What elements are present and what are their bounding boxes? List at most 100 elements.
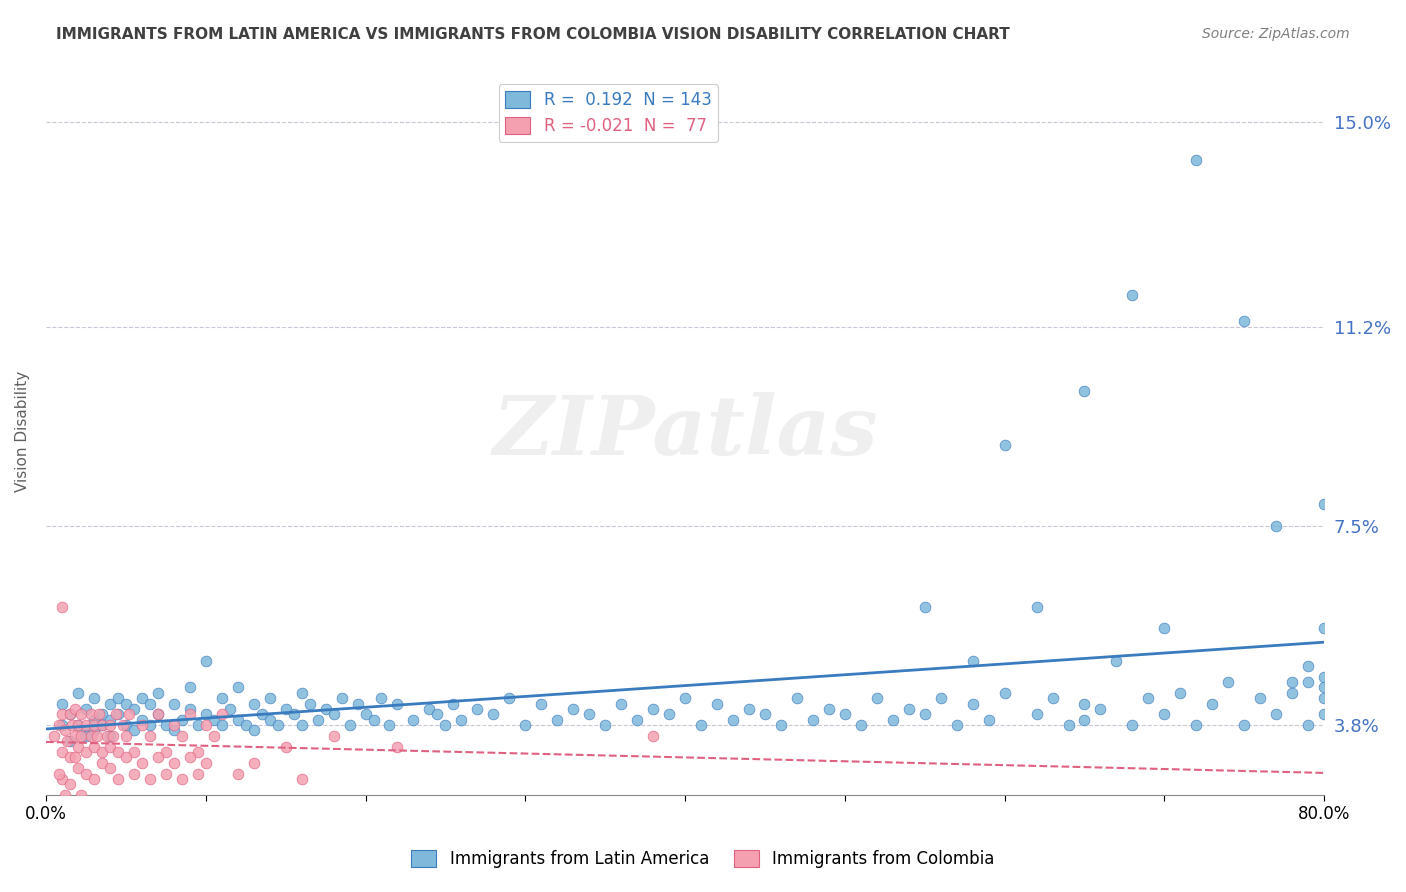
- Point: [98, 718, 121, 732]
- Y-axis label: Vision Disability: Vision Disability: [15, 371, 30, 492]
- Point: [1073, 713, 1095, 727]
- Point: [63, 729, 86, 743]
- Point: [593, 718, 616, 732]
- Point: [139, 697, 162, 711]
- Point: [530, 697, 553, 711]
- Point: [194, 718, 217, 732]
- Point: [51, 599, 73, 614]
- Point: [370, 691, 392, 706]
- Point: [658, 707, 681, 722]
- Point: [48, 718, 70, 732]
- Point: [610, 697, 633, 711]
- Point: [170, 772, 193, 786]
- Point: [98, 713, 121, 727]
- Point: [515, 718, 537, 732]
- Point: [387, 739, 409, 754]
- Text: ZIPatlas: ZIPatlas: [492, 392, 877, 472]
- Point: [434, 718, 457, 732]
- Point: [187, 766, 209, 780]
- Point: [235, 718, 257, 732]
- Point: [202, 713, 225, 727]
- Point: [59, 750, 82, 764]
- Point: [441, 697, 464, 711]
- Point: [218, 702, 240, 716]
- Point: [754, 707, 776, 722]
- Point: [75, 745, 97, 759]
- Point: [1313, 691, 1336, 706]
- Point: [51, 745, 73, 759]
- Point: [1233, 314, 1256, 328]
- Point: [690, 718, 713, 732]
- Point: [866, 691, 889, 706]
- Point: [546, 713, 568, 727]
- Legend: R =  0.192  N = 143, R = -0.021  N =  77: R = 0.192 N = 143, R = -0.021 N = 77: [499, 84, 718, 142]
- Point: [1313, 707, 1336, 722]
- Point: [83, 739, 105, 754]
- Point: [643, 702, 665, 716]
- Point: [250, 707, 273, 722]
- Point: [929, 691, 952, 706]
- Point: [1296, 659, 1319, 673]
- Point: [107, 707, 129, 722]
- Point: [562, 702, 585, 716]
- Point: [1137, 691, 1160, 706]
- Point: [163, 723, 186, 738]
- Point: [98, 697, 121, 711]
- Point: [122, 702, 145, 716]
- Point: [1281, 686, 1303, 700]
- Point: [179, 707, 201, 722]
- Point: [115, 729, 138, 743]
- Point: [1105, 653, 1128, 667]
- Point: [187, 718, 209, 732]
- Point: [75, 702, 97, 716]
- Point: [330, 691, 353, 706]
- Point: [274, 702, 297, 716]
- Point: [322, 729, 344, 743]
- Point: [194, 756, 217, 770]
- Point: [402, 713, 425, 727]
- Point: [226, 681, 249, 695]
- Point: [315, 702, 337, 716]
- Point: [105, 707, 128, 722]
- Point: [70, 788, 93, 802]
- Point: [75, 729, 97, 743]
- Point: [1073, 697, 1095, 711]
- Point: [1313, 681, 1336, 695]
- Point: [179, 750, 201, 764]
- Point: [1090, 702, 1112, 716]
- Point: [962, 653, 984, 667]
- Point: [1025, 707, 1047, 722]
- Point: [1057, 718, 1080, 732]
- Point: [346, 697, 368, 711]
- Point: [194, 707, 217, 722]
- Point: [1025, 599, 1047, 614]
- Point: [107, 772, 129, 786]
- Point: [83, 713, 105, 727]
- Point: [98, 761, 121, 775]
- Point: [170, 729, 193, 743]
- Point: [90, 756, 112, 770]
- Point: [90, 745, 112, 759]
- Point: [66, 718, 89, 732]
- Point: [70, 707, 93, 722]
- Point: [1233, 718, 1256, 732]
- Point: [994, 686, 1017, 700]
- Point: [101, 729, 124, 743]
- Point: [426, 707, 449, 722]
- Point: [155, 745, 177, 759]
- Point: [60, 718, 83, 732]
- Point: [187, 745, 209, 759]
- Point: [90, 718, 112, 732]
- Point: [1296, 675, 1319, 690]
- Point: [387, 697, 409, 711]
- Point: [98, 729, 121, 743]
- Point: [51, 718, 73, 732]
- Point: [86, 729, 108, 743]
- Point: [139, 718, 162, 732]
- Point: [107, 745, 129, 759]
- Point: [115, 750, 138, 764]
- Point: [1185, 153, 1208, 167]
- Text: Source: ZipAtlas.com: Source: ZipAtlas.com: [1202, 27, 1350, 41]
- Point: [139, 729, 162, 743]
- Point: [96, 729, 118, 743]
